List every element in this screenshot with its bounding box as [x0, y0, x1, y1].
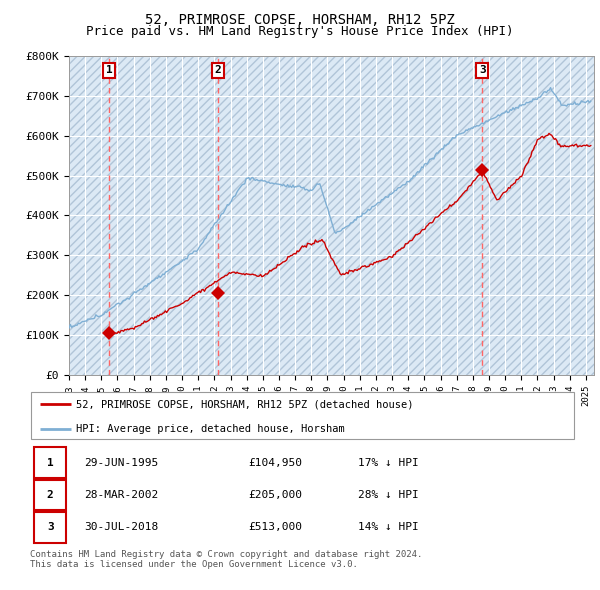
Text: 52, PRIMROSE COPSE, HORSHAM, RH12 5PZ (detached house): 52, PRIMROSE COPSE, HORSHAM, RH12 5PZ (d… — [76, 399, 414, 409]
Text: Price paid vs. HM Land Registry's House Price Index (HPI): Price paid vs. HM Land Registry's House … — [86, 25, 514, 38]
FancyBboxPatch shape — [34, 480, 66, 510]
Text: £205,000: £205,000 — [248, 490, 302, 500]
Text: 3: 3 — [479, 65, 485, 76]
FancyBboxPatch shape — [34, 447, 66, 478]
Text: 3: 3 — [47, 523, 53, 533]
Text: 52, PRIMROSE COPSE, HORSHAM, RH12 5PZ: 52, PRIMROSE COPSE, HORSHAM, RH12 5PZ — [145, 13, 455, 27]
Text: 17% ↓ HPI: 17% ↓ HPI — [358, 457, 418, 467]
Text: 30-JUL-2018: 30-JUL-2018 — [85, 523, 159, 533]
Text: 2: 2 — [47, 490, 53, 500]
Text: 14% ↓ HPI: 14% ↓ HPI — [358, 523, 418, 533]
Text: Contains HM Land Registry data © Crown copyright and database right 2024.
This d: Contains HM Land Registry data © Crown c… — [30, 550, 422, 569]
Text: £513,000: £513,000 — [248, 523, 302, 533]
Text: 28-MAR-2002: 28-MAR-2002 — [85, 490, 159, 500]
Text: HPI: Average price, detached house, Horsham: HPI: Average price, detached house, Hors… — [76, 424, 345, 434]
Text: 29-JUN-1995: 29-JUN-1995 — [85, 457, 159, 467]
Text: £104,950: £104,950 — [248, 457, 302, 467]
FancyBboxPatch shape — [34, 512, 66, 543]
Text: 1: 1 — [47, 457, 53, 467]
Text: 28% ↓ HPI: 28% ↓ HPI — [358, 490, 418, 500]
Text: 2: 2 — [215, 65, 221, 76]
FancyBboxPatch shape — [31, 392, 574, 438]
Text: 1: 1 — [106, 65, 113, 76]
